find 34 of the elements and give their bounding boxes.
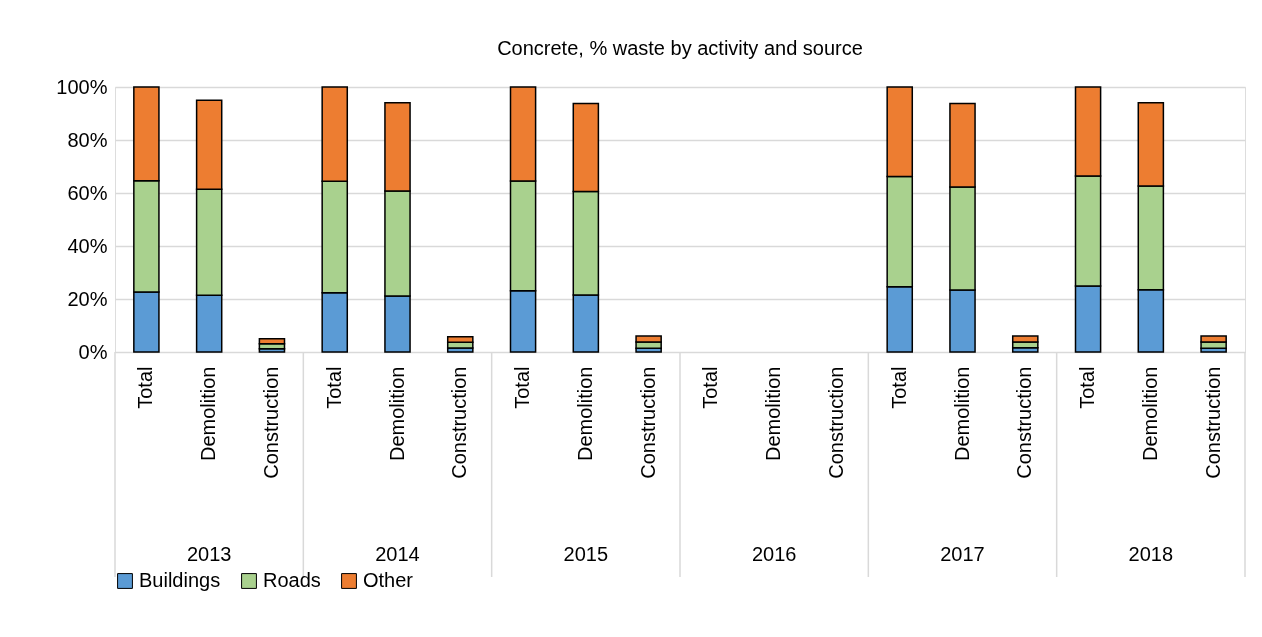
y-tick-label: 60% [67,181,108,204]
y-tick-label: 80% [67,128,108,151]
text: 2016 [751,543,797,565]
x-tick-label: Construction [824,366,847,479]
x-tick-label: Demolition [762,366,785,461]
x-tick-label: Construction [1013,366,1036,479]
x-tick-label: Construction [259,366,282,479]
y-tick-label: 100% [56,75,108,98]
x-tick-label: Total [134,366,157,409]
x-tick-label: Total [1076,366,1099,409]
x-tick-label: Construction [636,366,659,479]
x-tick-label: Demolition [197,366,220,461]
x-tick-label: Total [699,366,722,409]
x-tick-label: Construction [1201,366,1224,479]
x-tick-label: Demolition [950,366,973,461]
legend-label: Roads [263,569,321,591]
x-tick-label: Demolition [1138,366,1161,461]
legend-label: Other [363,569,414,591]
text: 2014 [375,543,420,565]
x-tick-label: Total [511,366,534,409]
text: 2013 [186,543,232,565]
x-tick-label: Demolition [573,366,596,461]
x-tick-label: Total [322,366,345,409]
y-tick-label: 20% [67,287,108,310]
chart-title: Concrete, % waste by activity and source [497,37,863,59]
text: 2018 [1128,543,1174,565]
x-tick-label: Demolition [385,366,408,461]
y-tick-label: 0% [78,340,108,363]
x-tick-label: Construction [448,366,471,479]
y-tick-label: 40% [67,234,108,257]
text: 2015 [563,543,609,565]
x-tick-label: Total [887,366,910,409]
legend-label: Buildings [139,569,221,591]
text: 2017 [940,543,985,565]
